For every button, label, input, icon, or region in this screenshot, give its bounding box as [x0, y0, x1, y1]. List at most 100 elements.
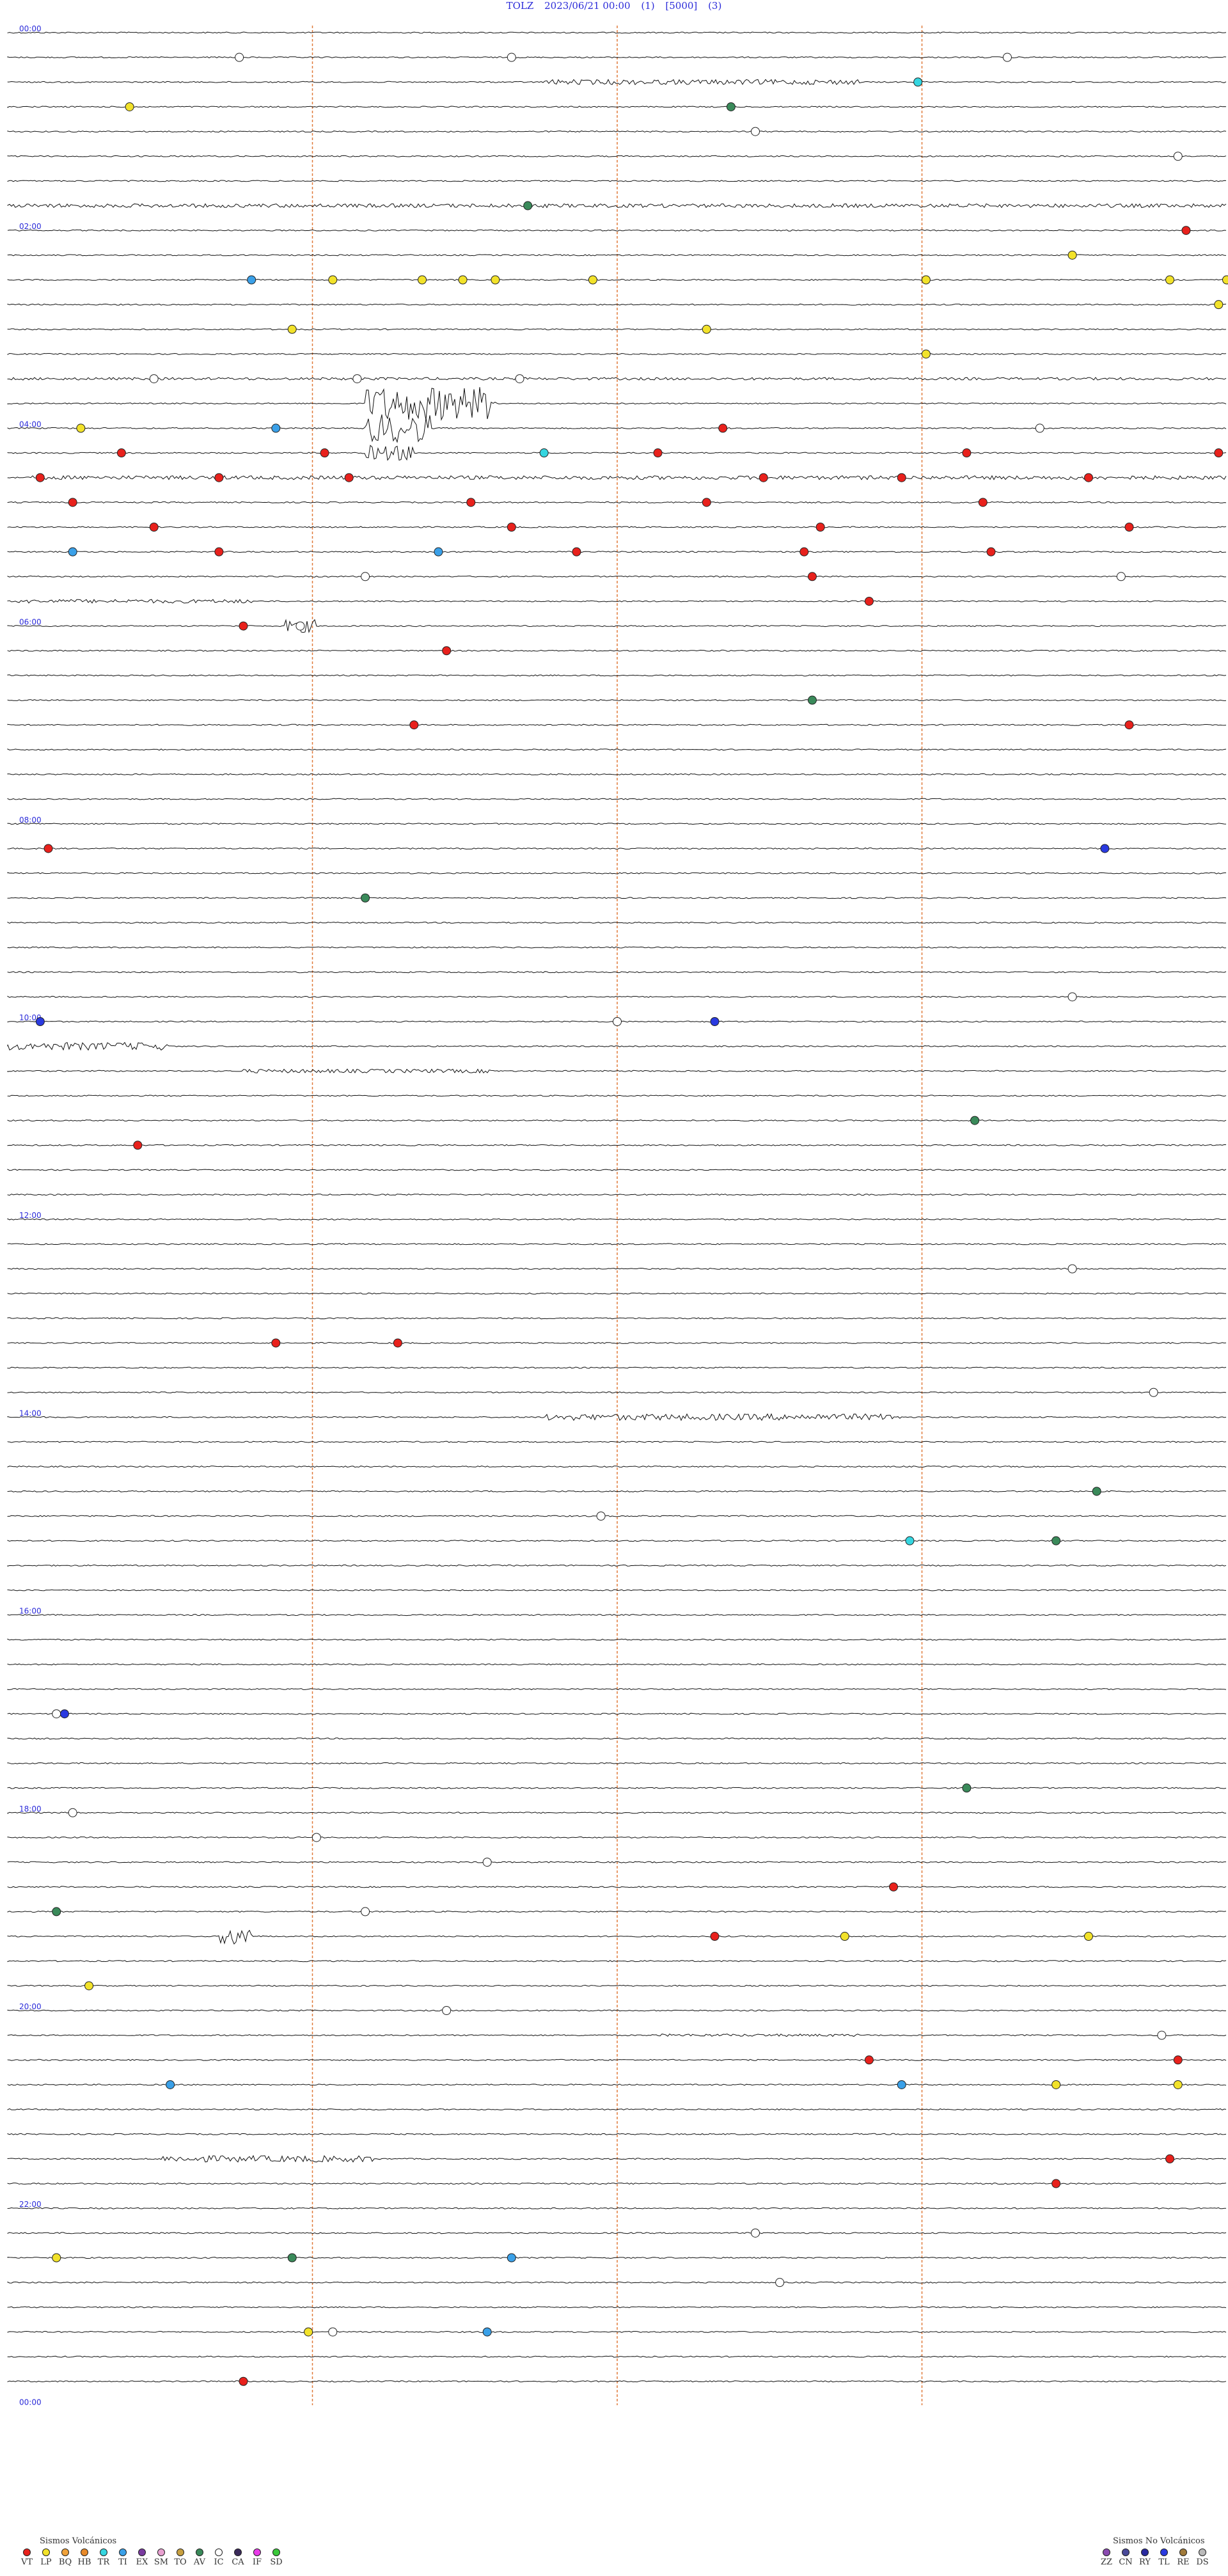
- scale-label: [5000]: [665, 0, 698, 12]
- trace-row: [7, 921, 1227, 924]
- event-marker-vt: [864, 596, 874, 606]
- trace-row: [7, 1366, 1227, 1369]
- legend-nonvolcanic: ZZ CN RY TL RE DS: [1099, 2548, 1210, 2567]
- trace-row: [7, 106, 1227, 108]
- legend-code: LP: [40, 2557, 52, 2567]
- legend-code: RY: [1139, 2557, 1151, 2567]
- event-marker-vt: [799, 547, 809, 557]
- event-marker-lp: [1067, 250, 1077, 260]
- time-label: 08:00: [19, 816, 42, 825]
- legend-code: TL: [1158, 2557, 1170, 2567]
- trace-row: [7, 946, 1227, 949]
- station-name: TOLZ: [506, 0, 534, 12]
- legend-dot: [1199, 2548, 1206, 2556]
- event-marker-ic: [775, 2278, 785, 2288]
- trace-row: [7, 303, 1227, 306]
- trace-row: [7, 699, 1227, 702]
- event-marker-ic: [1067, 992, 1077, 1002]
- event-marker-vt: [653, 448, 663, 458]
- event-marker-ic: [328, 2327, 338, 2337]
- time-label: 20:00: [19, 2002, 42, 2011]
- legend-item-ry: RY: [1137, 2548, 1153, 2567]
- legend-item-lp: LP: [38, 2548, 54, 2567]
- trace-row: [7, 501, 1227, 503]
- trace-row: [7, 1688, 1227, 1691]
- trace-row: [7, 445, 1227, 461]
- legend-dot: [157, 2548, 165, 2556]
- trace-row: [7, 1589, 1227, 1592]
- event-marker-ic: [361, 572, 370, 581]
- trace-row: [7, 1317, 1227, 1320]
- event-marker-lp: [491, 275, 500, 285]
- trace-row: [7, 1614, 1227, 1616]
- time-label: 00:00: [19, 2398, 42, 2406]
- event-marker-ic: [596, 1512, 606, 1521]
- event-marker-lp: [1173, 2080, 1183, 2089]
- event-marker-vt: [214, 473, 224, 482]
- event-marker-tl: [59, 1709, 69, 1719]
- legend-code: DS: [1196, 2557, 1209, 2567]
- event-marker-tl: [1100, 844, 1110, 853]
- event-marker-vt: [897, 473, 906, 482]
- trace-row: [7, 1564, 1227, 1567]
- event-marker-vt: [1165, 2154, 1175, 2163]
- event-marker-vt: [35, 473, 45, 482]
- event-marker-vt: [344, 473, 354, 482]
- trace-row: [7, 414, 1227, 443]
- event-marker-ic: [751, 2228, 760, 2238]
- trace-row: [7, 674, 1227, 677]
- chart-title: TOLZ 2023/06/21 00:00 (1) [5000] (3): [0, 0, 1228, 13]
- legend-item-sd: SD: [269, 2548, 284, 2567]
- event-marker-lp: [328, 275, 338, 285]
- legend-code: EX: [136, 2557, 148, 2567]
- start-datetime: 2023/06/21 00:00: [544, 0, 631, 12]
- legend-volcanic-title: Sismos Volcánicos: [40, 2536, 117, 2546]
- event-marker-ic: [1149, 1387, 1158, 1397]
- trace-row: [7, 1812, 1227, 1814]
- legend-code: CA: [232, 2557, 244, 2567]
- trace-row: [7, 723, 1227, 726]
- event-marker-lp: [1051, 2080, 1061, 2089]
- time-label: 04:00: [19, 420, 42, 429]
- trace-row: [7, 1041, 1227, 1051]
- event-marker-ic: [52, 1709, 61, 1719]
- event-marker-tr: [913, 77, 923, 87]
- trace-row: [7, 1391, 1227, 1394]
- event-marker-ti: [247, 275, 256, 285]
- legend-code: AV: [193, 2557, 206, 2567]
- event-marker-av: [807, 695, 817, 705]
- event-marker-tl: [35, 1017, 45, 1026]
- legend-item-bq: BQ: [58, 2548, 73, 2567]
- event-marker-ic: [361, 1907, 370, 1916]
- trace-row: [7, 1292, 1227, 1295]
- trace-row: [7, 1515, 1227, 1517]
- legend-volcanic: VT LP BQ HB TR TI EX SM TO AV IC CA IF SD: [19, 2548, 284, 2567]
- event-marker-vt: [271, 1338, 281, 1348]
- event-marker-vt: [68, 498, 77, 507]
- event-marker-vt: [214, 547, 224, 557]
- legend-code: IF: [252, 2557, 262, 2567]
- event-marker-vt: [962, 448, 972, 458]
- legend-dot: [1122, 2548, 1130, 2556]
- trace-row: [7, 2009, 1226, 2012]
- legend-dot: [61, 2548, 69, 2556]
- trace-row: [7, 155, 1227, 157]
- trace-row: [7, 328, 1227, 331]
- event-marker-vt: [1124, 523, 1134, 532]
- event-marker-ti: [166, 2080, 175, 2089]
- legend-dot: [119, 2548, 127, 2556]
- event-marker-lp: [921, 275, 931, 285]
- event-marker-vt: [1181, 226, 1191, 235]
- event-marker-vt: [807, 572, 817, 581]
- event-marker-vt: [1051, 2179, 1061, 2188]
- trace-row: [7, 551, 1227, 553]
- event-marker-av: [970, 1116, 980, 1125]
- event-marker-av: [52, 1907, 61, 1916]
- time-labels: 00:00 02:00 04:00 06:00 08:00 10:00 12:00 14:00…: [19, 24, 42, 2406]
- time-label: 10:00: [19, 1013, 42, 1022]
- legend-dot: [1103, 2548, 1110, 2556]
- trace-row: [7, 823, 1227, 825]
- trace-row: [7, 1243, 1227, 1245]
- legend-dot: [42, 2548, 50, 2556]
- event-marker-tl: [710, 1017, 720, 1026]
